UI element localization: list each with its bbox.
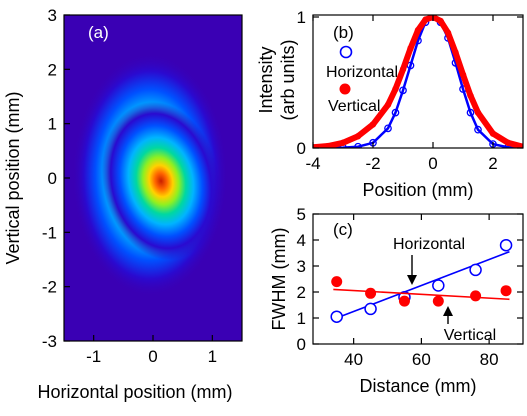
fit-line-vertical xyxy=(333,289,509,299)
y-tick-label: -3 xyxy=(42,332,57,351)
data-point xyxy=(460,71,466,77)
data-point xyxy=(470,264,481,275)
y-tick-label: 3 xyxy=(48,6,57,25)
y-tick-label: -1 xyxy=(42,223,57,242)
data-point xyxy=(501,240,512,251)
x-tick-label: 0 xyxy=(428,154,437,173)
data-point xyxy=(445,30,451,36)
panel-b-y-ticks: 10 xyxy=(297,8,523,158)
legend-horizontal-label: Horizontal xyxy=(326,64,398,81)
data-point xyxy=(392,86,398,92)
x-tick-label: -1 xyxy=(86,347,101,366)
y-tick-label: 4 xyxy=(297,231,306,250)
panel-b-x-axis-label: Position (mm) xyxy=(362,180,473,200)
data-point xyxy=(433,296,444,307)
data-point xyxy=(400,66,406,72)
data-point xyxy=(475,109,481,115)
data-point xyxy=(370,121,376,127)
panel-b-line-chart: 10 -4 -2 0 2 (b) Horizontal Vertical Positi… xyxy=(256,8,526,200)
legend-vertical-label: Vertical xyxy=(328,98,380,115)
data-point xyxy=(470,290,481,301)
legend-vertical-marker xyxy=(340,84,351,95)
data-point xyxy=(340,140,346,146)
panel-b-y-axis-label-line1: Intensity xyxy=(256,46,276,113)
data-point xyxy=(407,45,413,51)
panel-c-y-axis-label: FWHM (mm) xyxy=(269,228,289,331)
data-point xyxy=(365,288,376,299)
legend-horizontal-marker xyxy=(341,47,352,58)
y-tick-label: 2 xyxy=(297,283,306,302)
x-tick-label: 80 xyxy=(480,350,499,369)
data-point xyxy=(355,133,361,139)
y-tick-label: 1 xyxy=(297,309,306,328)
x-tick-label: 2 xyxy=(488,154,497,173)
panel-a-heatmap: (a) 3 2 1 0 -1 -2 -3 -1 0 1 Horizontal position … xyxy=(3,6,242,402)
annotation-vertical-arrow xyxy=(443,306,453,324)
annotation-vertical: Vertical xyxy=(444,327,496,344)
y-tick-label: 0 xyxy=(48,169,57,188)
y-tick-label: -2 xyxy=(42,278,57,297)
y-tick-label: 1 xyxy=(48,115,57,134)
data-point xyxy=(490,130,496,136)
x-tick-label: 1 xyxy=(208,347,217,366)
data-point xyxy=(501,285,512,296)
annotation-horizontal-arrow xyxy=(407,255,417,285)
data-point xyxy=(437,18,443,24)
x-tick-label: 60 xyxy=(412,350,431,369)
y-tick-label: 2 xyxy=(48,60,57,79)
data-point xyxy=(399,296,410,307)
panel-c-label: (c) xyxy=(333,220,353,239)
panel-a-y-axis-label: Vertical position (mm) xyxy=(3,91,23,264)
x-tick-label: 40 xyxy=(344,350,363,369)
panel-b-y-axis-label-line2: (arb units) xyxy=(278,39,298,120)
x-tick-label: -2 xyxy=(365,154,380,173)
series-vertical xyxy=(331,276,511,307)
data-point xyxy=(415,27,421,33)
fit-line-horizontal xyxy=(333,252,509,320)
panel-c-scatter-chart: 5 4 3 2 1 0 40 60 80 (c) Horizontal Vertical Di… xyxy=(269,205,523,396)
data-point xyxy=(331,311,342,322)
panel-b-label: (b) xyxy=(333,23,354,42)
data-point xyxy=(433,280,444,291)
x-tick-label: -4 xyxy=(305,154,320,173)
panel-c-x-axis-label: Distance (mm) xyxy=(359,376,476,396)
data-point xyxy=(331,276,342,287)
panel-a-x-axis-label: Horizontal position (mm) xyxy=(37,382,232,402)
data-point xyxy=(385,102,391,108)
x-tick-label: 0 xyxy=(148,347,157,366)
data-point xyxy=(467,92,473,98)
data-point xyxy=(452,49,458,55)
y-tick-label: 1 xyxy=(297,8,306,27)
data-point xyxy=(505,140,511,146)
y-tick-label: 5 xyxy=(297,205,306,224)
y-tick-label: 3 xyxy=(297,257,306,276)
data-point xyxy=(365,303,376,314)
annotation-horizontal: Horizontal xyxy=(393,236,465,253)
data-point xyxy=(422,16,428,22)
panel-a-label: (a) xyxy=(88,23,109,42)
y-tick-label: 0 xyxy=(297,335,306,354)
